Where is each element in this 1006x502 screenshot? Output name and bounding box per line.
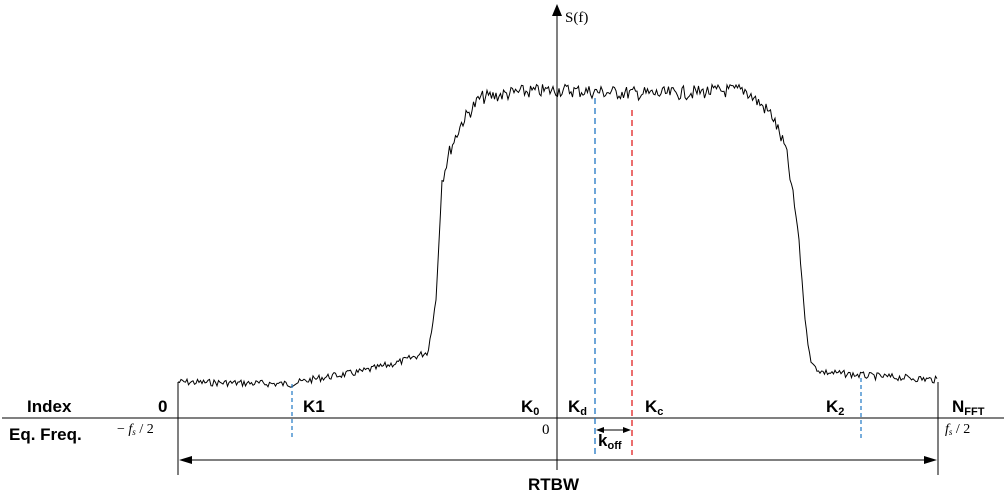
index-k1-label: K1 <box>303 397 325 416</box>
index-kc-label: Kc <box>645 397 663 418</box>
koff-arrowhead-right <box>623 427 631 433</box>
freq-row-label: Eq. Freq. <box>9 425 82 444</box>
freq-right-s: s <box>949 427 953 437</box>
koff-label: koff <box>598 431 622 452</box>
index-0-label: 0 <box>158 397 167 416</box>
rtbw-label: RTBW <box>528 475 580 494</box>
index-row-label: Index <box>27 397 72 416</box>
rtbw-arrowhead-right <box>924 456 937 464</box>
freq-left-tail: / 2 <box>136 422 154 437</box>
k2-sub: 2 <box>838 406 844 418</box>
y-axis-label: S(f) <box>565 10 588 26</box>
freq-left-f: f <box>128 422 134 437</box>
freq-left-prefix: − <box>117 422 128 437</box>
koff-sub: off <box>607 440 621 452</box>
kd-sub: d <box>580 406 587 418</box>
index-kd-label: Kd <box>568 397 587 418</box>
k0-main: K <box>521 397 534 416</box>
koff-arrowhead-left <box>596 427 604 433</box>
freq-right-tail: / 2 <box>952 422 970 437</box>
freq-center-label: 0 <box>542 422 550 438</box>
index-nfft-label: NFFT <box>952 397 985 418</box>
freq-right-label: fs / 2 <box>945 422 970 437</box>
k2-main: K <box>826 397 839 416</box>
nfft-main: N <box>952 397 964 416</box>
kc-sub: c <box>657 406 663 418</box>
freq-left-label: − fs / 2 <box>117 422 154 437</box>
freq-right-f: f <box>945 422 951 437</box>
y-axis-arrowhead <box>552 4 562 16</box>
koff-main: k <box>598 431 608 450</box>
freq-left-s: s <box>132 427 136 437</box>
index-k0-label: K0 <box>521 397 539 418</box>
nfft-sub: FFT <box>964 406 984 418</box>
index-k2-label: K2 <box>826 397 844 418</box>
kd-main: K <box>568 397 581 416</box>
spectrum-trace <box>177 83 938 388</box>
kc-main: K <box>645 397 658 416</box>
k0-sub: 0 <box>533 406 539 418</box>
rtbw-arrowhead-left <box>179 456 192 464</box>
